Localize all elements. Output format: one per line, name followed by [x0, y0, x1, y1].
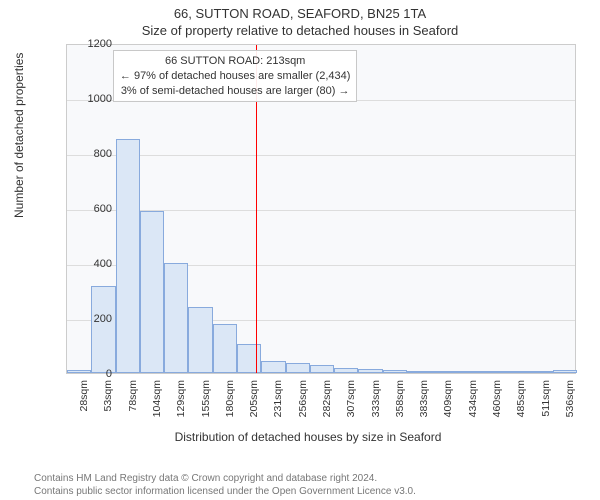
x-tick-label: 434sqm — [467, 380, 479, 424]
footer-line-2: Contains public sector information licen… — [34, 486, 416, 497]
histogram-bar — [431, 371, 455, 373]
x-tick-label: 511sqm — [540, 380, 552, 424]
histogram-bar — [528, 371, 552, 373]
gridline — [67, 155, 575, 156]
histogram-bar — [456, 371, 480, 373]
y-tick-label: 1200 — [78, 38, 112, 50]
x-tick-label: 155sqm — [200, 380, 212, 424]
histogram-bar — [480, 371, 504, 373]
histogram-bar — [286, 363, 310, 373]
x-tick-label: 536sqm — [564, 380, 576, 424]
x-tick-label: 383sqm — [418, 380, 430, 424]
x-tick-label: 256sqm — [297, 380, 309, 424]
x-tick-label: 282sqm — [321, 380, 333, 424]
x-tick-label: 78sqm — [127, 380, 139, 424]
histogram-bar — [140, 211, 164, 373]
x-tick-label: 129sqm — [175, 380, 187, 424]
x-axis-label: Distribution of detached houses by size … — [28, 430, 588, 444]
y-tick-label: 600 — [78, 203, 112, 215]
histogram-bar — [164, 263, 188, 373]
footer-line-1: Contains HM Land Registry data © Crown c… — [34, 473, 377, 484]
y-tick-label: 800 — [78, 148, 112, 160]
annotation-line-1: 66 SUTTON ROAD: 213sqm — [165, 55, 305, 67]
page-subtitle: Size of property relative to detached ho… — [0, 21, 600, 38]
y-tick-label: 200 — [78, 313, 112, 325]
histogram-bar — [504, 371, 528, 373]
x-tick-label: 409sqm — [442, 380, 454, 424]
attribution-footer: Contains HM Land Registry data © Crown c… — [0, 473, 600, 498]
histogram-bar — [261, 361, 285, 373]
histogram-bar — [310, 365, 334, 373]
histogram-bar — [383, 370, 407, 373]
y-axis-label: Number of detached properties — [12, 53, 26, 218]
histogram-bar — [334, 368, 358, 374]
x-tick-label: 28sqm — [78, 380, 90, 424]
y-tick-label: 1000 — [78, 93, 112, 105]
histogram-bar — [407, 371, 431, 373]
x-tick-label: 485sqm — [515, 380, 527, 424]
x-tick-label: 231sqm — [272, 380, 284, 424]
x-tick-label: 53sqm — [102, 380, 114, 424]
page-title: 66, SUTTON ROAD, SEAFORD, BN25 1TA — [0, 0, 600, 21]
chart-container: Number of detached properties 66 SUTTON … — [28, 38, 588, 438]
y-tick-label: 0 — [78, 368, 112, 380]
x-tick-label: 104sqm — [151, 380, 163, 424]
histogram-bar — [91, 286, 115, 373]
annotation-line-3: 3% of semi-detached houses are larger (8… — [121, 85, 350, 97]
annotation-box: 66 SUTTON ROAD: 213sqm ← 97% of detached … — [113, 50, 358, 103]
histogram-bar — [116, 139, 140, 373]
histogram-bar — [358, 369, 382, 373]
x-tick-label: 180sqm — [224, 380, 236, 424]
x-tick-label: 460sqm — [491, 380, 503, 424]
histogram-bar — [188, 307, 212, 373]
x-tick-label: 358sqm — [394, 380, 406, 424]
annotation-line-2: ← 97% of detached houses are smaller (2,… — [120, 70, 351, 82]
histogram-bar — [237, 344, 261, 373]
x-tick-label: 333sqm — [370, 380, 382, 424]
x-tick-label: 307sqm — [345, 380, 357, 424]
y-tick-label: 400 — [78, 258, 112, 270]
x-tick-label: 205sqm — [248, 380, 260, 424]
histogram-bar — [553, 370, 577, 373]
histogram-bar — [213, 324, 237, 374]
histogram-plot: 66 SUTTON ROAD: 213sqm ← 97% of detached … — [66, 44, 576, 374]
